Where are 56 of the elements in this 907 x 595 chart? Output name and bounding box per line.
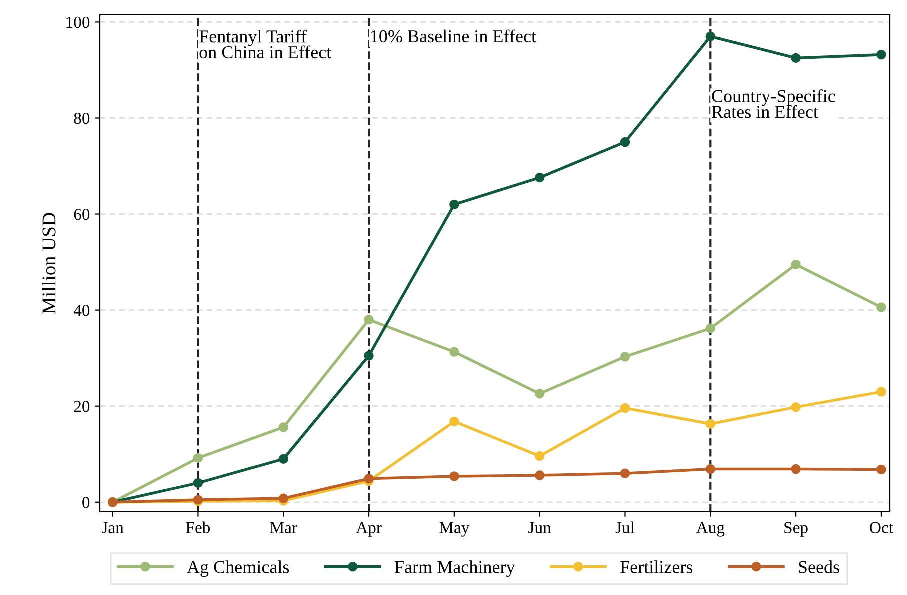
ref-line-label: 10% Baseline in Effect bbox=[371, 30, 536, 43]
point bbox=[450, 416, 460, 427]
x-tick-label: Sep bbox=[784, 522, 808, 537]
point bbox=[791, 464, 801, 474]
point bbox=[876, 387, 886, 397]
y-tick-label: 80 bbox=[74, 112, 90, 124]
point bbox=[534, 451, 545, 462]
x-tick-label: Feb bbox=[186, 522, 210, 534]
point bbox=[364, 351, 374, 361]
y-axis-title: Million USD bbox=[42, 213, 56, 314]
point bbox=[364, 315, 374, 325]
x-tick-label: Jun bbox=[528, 522, 552, 534]
point bbox=[534, 389, 545, 399]
point bbox=[620, 137, 630, 148]
ref-line-label: Fentanyl Tariff on China in Effect bbox=[200, 30, 332, 59]
point bbox=[706, 464, 716, 474]
x-tick-label: Oct bbox=[870, 522, 894, 534]
x-tick-label: Jul bbox=[616, 522, 635, 534]
point bbox=[706, 32, 716, 42]
point bbox=[706, 324, 716, 334]
x-tick-label: Jan bbox=[102, 522, 124, 534]
point bbox=[193, 453, 204, 464]
point bbox=[791, 260, 801, 270]
point bbox=[278, 454, 288, 464]
point bbox=[620, 352, 630, 362]
point bbox=[876, 302, 886, 312]
x-tick-label: Mar bbox=[270, 522, 298, 534]
y-tick-label: 0 bbox=[82, 497, 90, 508]
point bbox=[876, 464, 886, 475]
x-tick-label: May bbox=[440, 522, 470, 537]
y-tick-label: 40 bbox=[74, 305, 90, 316]
legend-label: Ag Chemicals bbox=[187, 560, 290, 578]
legend-label: Farm Machinery bbox=[394, 560, 516, 578]
point bbox=[278, 494, 288, 504]
point bbox=[620, 403, 630, 414]
point bbox=[278, 422, 288, 432]
y-tick-label: 60 bbox=[74, 208, 90, 220]
legend-label: Seeds bbox=[799, 560, 840, 574]
x-tick-label: Apr bbox=[356, 522, 382, 537]
point bbox=[364, 474, 374, 484]
x-tick-label: Aug bbox=[696, 522, 725, 537]
point bbox=[450, 200, 460, 210]
point bbox=[193, 478, 204, 488]
point bbox=[620, 468, 630, 478]
point bbox=[791, 53, 801, 64]
point bbox=[450, 472, 460, 482]
point bbox=[450, 347, 460, 357]
point bbox=[876, 50, 886, 60]
point bbox=[534, 470, 545, 480]
ref-line-label: Country-Specific Rates in Effect bbox=[712, 90, 836, 118]
y-tick-label: 20 bbox=[74, 401, 90, 412]
point bbox=[706, 419, 716, 429]
point bbox=[791, 402, 801, 412]
legend-label: Fertilizers bbox=[620, 560, 693, 574]
y-tick-label: 100 bbox=[66, 16, 90, 28]
point bbox=[534, 172, 545, 183]
